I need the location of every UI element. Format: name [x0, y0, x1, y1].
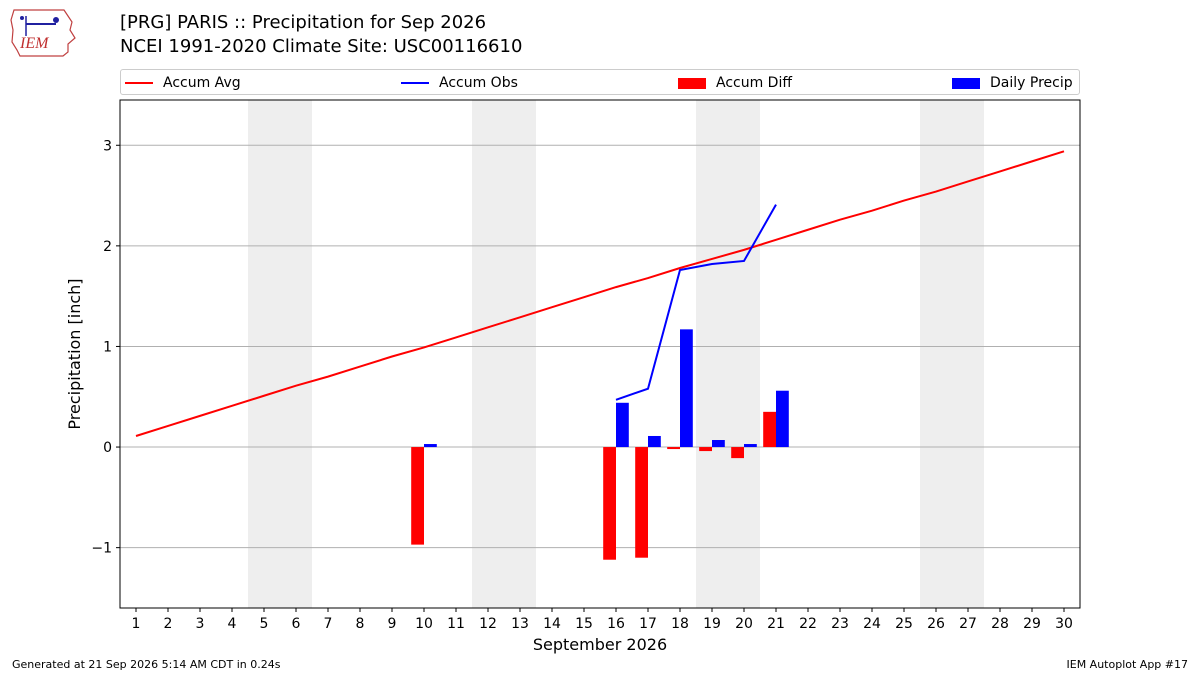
x-tick-label-18: 18: [671, 616, 689, 632]
x-tick-label-16: 16: [607, 616, 625, 632]
y-tick-label-1: 0: [103, 440, 112, 456]
weekend-band-20: [728, 100, 760, 608]
x-tick-label-23: 23: [831, 616, 849, 632]
x-tick-label-2: 2: [164, 616, 173, 632]
x-tick-label-20: 20: [735, 616, 753, 632]
x-tick-label-13: 13: [511, 616, 529, 632]
y-axis-label: Precipitation [inch]: [65, 278, 84, 429]
x-axis-label: September 2026: [533, 635, 667, 654]
x-tick-label-19: 19: [703, 616, 721, 632]
x-tick-label-4: 4: [228, 616, 237, 632]
bar-daily-precip-20: [744, 444, 757, 448]
weekend-band-27: [952, 100, 984, 608]
y-tick-label-0: −1: [91, 541, 112, 557]
legend-swatch-accum-obs: [401, 82, 429, 84]
x-tick-label-12: 12: [479, 616, 497, 632]
legend-item-accum-avg: Accum Avg: [125, 74, 241, 92]
legend-label-accum-avg: Accum Avg: [163, 75, 241, 91]
x-tick-label-8: 8: [356, 616, 365, 632]
weekend-band-12: [472, 100, 504, 608]
legend-item-accum-obs: Accum Obs: [401, 74, 518, 92]
generated-timestamp: Generated at 21 Sep 2026 5:14 AM CDT in …: [12, 658, 281, 671]
y-tick-label-4: 3: [103, 138, 112, 154]
x-tick-label-29: 29: [1023, 616, 1041, 632]
bar-accum-diff-19: [699, 447, 712, 452]
legend-item-daily-precip: Daily Precip: [952, 74, 1073, 92]
legend-label-accum-obs: Accum Obs: [439, 75, 518, 91]
legend-swatch-accum-diff: [678, 77, 706, 89]
bar-daily-precip-17: [648, 435, 661, 448]
logo-text: IEM: [19, 35, 50, 52]
legend-label-accum-diff: Accum Diff: [716, 75, 793, 91]
bar-daily-precip-16: [616, 402, 629, 448]
bar-daily-precip-19: [712, 440, 725, 448]
x-tick-label-15: 15: [575, 616, 593, 632]
x-tick-label-26: 26: [927, 616, 945, 632]
x-tick-label-28: 28: [991, 616, 1009, 632]
chart-subtitle: NCEI 1991-2020 Climate Site: USC00116610: [120, 36, 523, 57]
x-tick-label-10: 10: [415, 616, 433, 632]
x-tick-label-25: 25: [895, 616, 913, 632]
legend-swatch-accum-avg: [125, 82, 153, 84]
bar-accum-diff-17: [635, 447, 648, 558]
app-credit: IEM Autoplot App #17: [1066, 658, 1189, 671]
legend-swatch-daily-precip: [952, 77, 980, 89]
x-tick-label-1: 1: [132, 616, 141, 632]
weekend-band-5: [248, 100, 280, 608]
chart-legend: Accum Avg Accum Obs Accum Diff Daily Pre…: [120, 69, 1080, 95]
x-tick-label-17: 17: [639, 616, 657, 632]
x-tick-label-11: 11: [447, 616, 465, 632]
x-tick-label-22: 22: [799, 616, 817, 632]
x-tick-label-14: 14: [543, 616, 561, 632]
plot-frame: [119, 99, 1081, 609]
x-tick-label-24: 24: [863, 616, 881, 632]
bar-accum-diff-18: [667, 447, 680, 450]
bar-daily-precip-10: [424, 444, 437, 448]
bar-accum-diff-10: [411, 447, 424, 545]
bar-daily-precip-18: [680, 329, 693, 448]
weekend-band-19: [696, 100, 728, 608]
y-tick-label-3: 2: [103, 239, 112, 255]
x-tick-label-7: 7: [324, 616, 333, 632]
legend-item-accum-diff: Accum Diff: [678, 74, 792, 92]
x-tick-label-3: 3: [196, 616, 205, 632]
line-accum-avg: [135, 150, 1065, 437]
bar-accum-diff-20: [731, 447, 744, 459]
legend-label-daily-precip: Daily Precip: [990, 75, 1073, 91]
bar-accum-diff-16: [603, 447, 616, 560]
y-tick-label-2: 1: [103, 339, 112, 355]
x-tick-label-21: 21: [767, 616, 785, 632]
iem-logo: IEM: [10, 9, 76, 57]
x-tick-label-9: 9: [388, 616, 397, 632]
chart-title: [PRG] PARIS :: Precipitation for Sep 202…: [120, 12, 487, 33]
x-tick-label-6: 6: [292, 616, 301, 632]
weekend-band-26: [920, 100, 952, 608]
bar-accum-diff-21: [763, 411, 776, 448]
x-tick-label-5: 5: [260, 616, 269, 632]
x-tick-label-30: 30: [1055, 616, 1073, 632]
weekend-band-6: [280, 100, 312, 608]
line-accum-obs: [615, 204, 777, 401]
x-tick-label-27: 27: [959, 616, 977, 632]
bar-daily-precip-21: [776, 390, 789, 448]
weekend-band-13: [504, 100, 536, 608]
